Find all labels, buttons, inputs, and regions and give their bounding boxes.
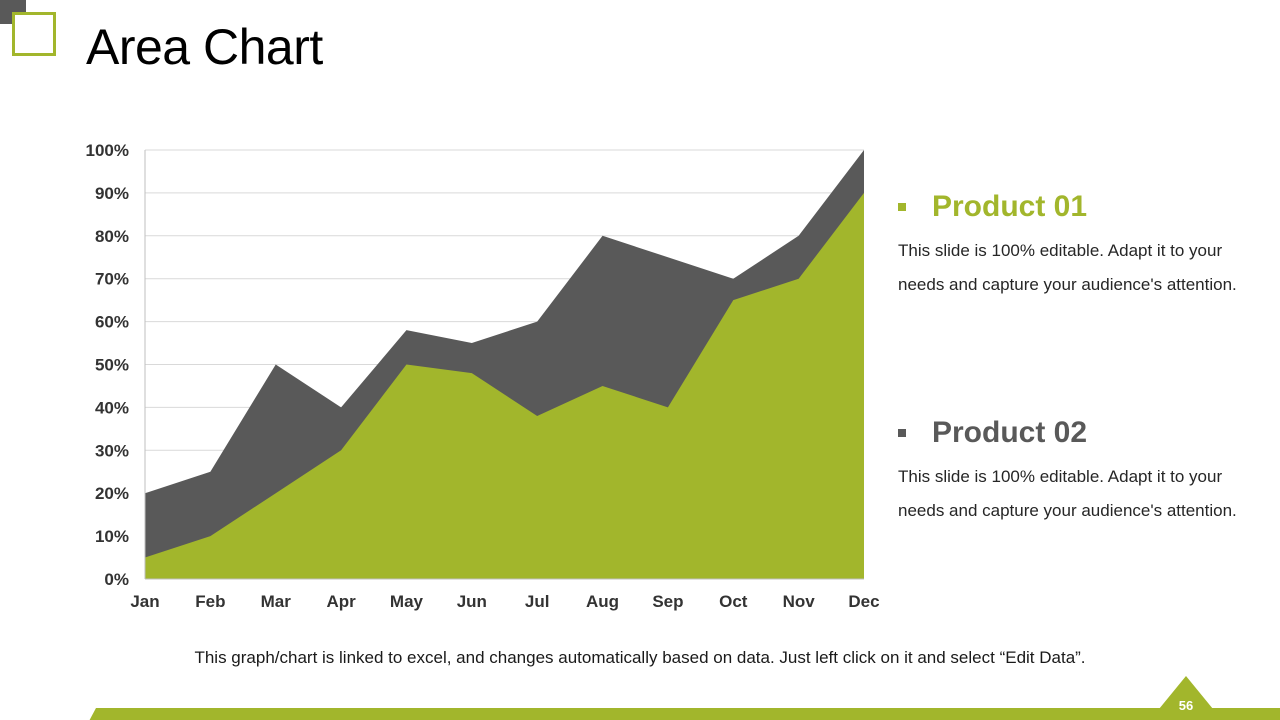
x-tick-label: Aug — [586, 592, 619, 611]
x-tick-label: Jan — [130, 592, 159, 611]
y-tick-label: 30% — [95, 441, 129, 460]
slide-title: Area Chart — [86, 19, 323, 75]
corner-accent-square — [12, 12, 56, 56]
square-bullet-icon — [898, 203, 906, 211]
x-tick-label: Jun — [457, 592, 487, 611]
y-tick-label: 90% — [95, 184, 129, 203]
y-tick-label: 80% — [95, 227, 129, 246]
y-tick-label: 50% — [95, 356, 129, 375]
x-tick-label: Sep — [652, 592, 683, 611]
product-02-description: This slide is 100% editable. Adapt it to… — [898, 467, 1237, 520]
x-tick-label: Oct — [719, 592, 748, 611]
y-tick-label: 20% — [95, 484, 129, 503]
product-02-name: Product 02 — [932, 416, 1088, 449]
x-tick-label: Apr — [326, 592, 356, 611]
chart-y-ticks: 0% 10% 20% 30% 40% 50% 60% 70% 80% 90% 100% — [86, 141, 129, 589]
chart-x-ticks: Jan Feb Mar Apr May Jun Jul Aug Sep Oct Nov Dec — [130, 592, 879, 611]
legend-product-02: Product 02 This slide is 100% editable. … — [898, 416, 1238, 528]
x-tick-label: May — [390, 592, 424, 611]
x-tick-label: Dec — [848, 592, 879, 611]
product-01-name: Product 01 — [932, 190, 1088, 223]
bottom-accent-band — [89, 708, 1280, 720]
square-bullet-icon — [898, 429, 906, 437]
y-tick-label: 60% — [95, 313, 129, 332]
chart-axes — [144, 150, 864, 580]
x-tick-label: Feb — [195, 592, 225, 611]
area-product-01 — [145, 192, 864, 579]
chart-areas — [145, 150, 864, 579]
x-tick-label: Jul — [525, 592, 550, 611]
legend-product-01: Product 01 This slide is 100% editable. … — [898, 190, 1238, 302]
x-tick-label: Mar — [261, 592, 292, 611]
y-tick-label: 70% — [95, 270, 129, 289]
y-tick-label: 40% — [95, 398, 129, 417]
y-tick-label: 0% — [104, 570, 129, 589]
product-01-description: This slide is 100% editable. Adapt it to… — [898, 241, 1237, 294]
y-tick-label: 10% — [95, 527, 129, 546]
y-tick-label: 100% — [86, 141, 129, 160]
x-tick-label: Nov — [783, 592, 816, 611]
chart-footnote: This graph/chart is linked to excel, and… — [194, 648, 1086, 667]
page-number: 56 — [1178, 698, 1194, 713]
